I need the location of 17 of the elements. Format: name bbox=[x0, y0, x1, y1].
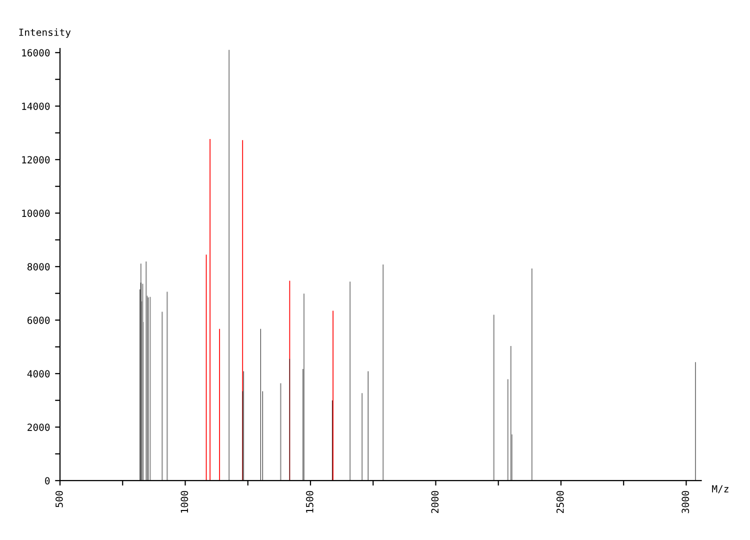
y-tick-label: 16000 bbox=[22, 49, 50, 56]
y-tick-label: 12000 bbox=[22, 156, 50, 164]
y-axis-title: Intensity bbox=[19, 28, 71, 38]
y-tick-label: 2000 bbox=[28, 424, 50, 431]
y-tick-label: 6000 bbox=[27, 316, 50, 324]
x-tick-label: 2000 bbox=[431, 490, 439, 514]
x-axis-title: M/z bbox=[712, 485, 728, 494]
y-tick-label: 8000 bbox=[27, 263, 50, 270]
y-tick-label: 14000 bbox=[22, 102, 50, 110]
x-tick-label: 1500 bbox=[306, 490, 314, 513]
y-tick-label: 0 bbox=[45, 477, 50, 484]
y-tick-label: 10000 bbox=[22, 210, 50, 217]
x-tick-label: 3000 bbox=[682, 490, 690, 514]
x-tick-label: 1000 bbox=[180, 490, 188, 513]
y-tick-label: 4000 bbox=[27, 370, 50, 378]
x-tick-label: 2500 bbox=[556, 490, 564, 514]
x-tick-label: 500 bbox=[55, 490, 63, 508]
